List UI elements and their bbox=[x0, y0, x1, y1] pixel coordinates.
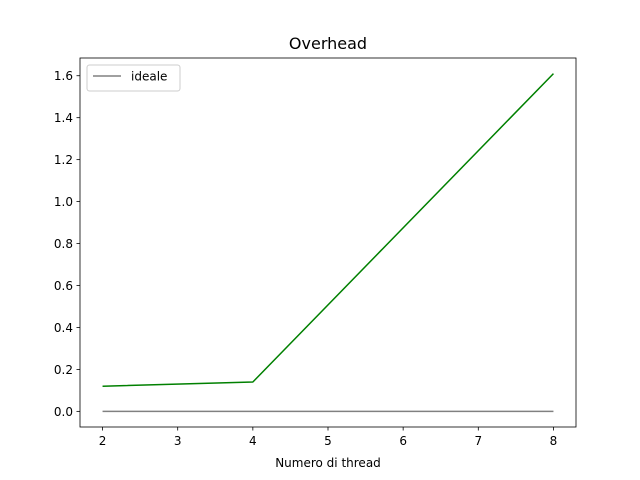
axes-layer: 2 3 4 5 6 7 8 0.0 0.2 0.4 0.6 0.8 1.0 1.2 1.4 1.6 bbox=[54, 57, 577, 448]
x-tick-label: 4 bbox=[249, 434, 257, 448]
series-layer bbox=[102, 73, 554, 413]
y-tick-label: 0.4 bbox=[54, 321, 73, 335]
y-tick-label: 0.0 bbox=[54, 405, 73, 419]
x-tick-label: 7 bbox=[474, 434, 482, 448]
y-tick-label: 1.6 bbox=[54, 69, 73, 83]
series-line-1 bbox=[102, 73, 554, 387]
x-tick-label: 8 bbox=[550, 434, 558, 448]
x-axis-label: Numero di thread bbox=[275, 456, 381, 470]
legend: ideale bbox=[86, 64, 181, 92]
y-tick-label: 1.0 bbox=[54, 195, 73, 209]
y-tick-label: 1.4 bbox=[54, 111, 73, 125]
x-tick-label: 3 bbox=[174, 434, 182, 448]
legend-label: ideale bbox=[131, 70, 167, 84]
y-tick-label: 0.8 bbox=[54, 237, 73, 251]
x-tick-label: 2 bbox=[99, 434, 107, 448]
x-tick-label: 5 bbox=[324, 434, 332, 448]
chart-title: Overhead bbox=[289, 34, 367, 53]
y-tick-label: 0.6 bbox=[54, 279, 73, 293]
y-tick-label: 1.2 bbox=[54, 153, 73, 167]
x-tick-label: 6 bbox=[399, 434, 407, 448]
y-tick-label: 0.2 bbox=[54, 363, 73, 377]
legend-box bbox=[86, 64, 181, 92]
